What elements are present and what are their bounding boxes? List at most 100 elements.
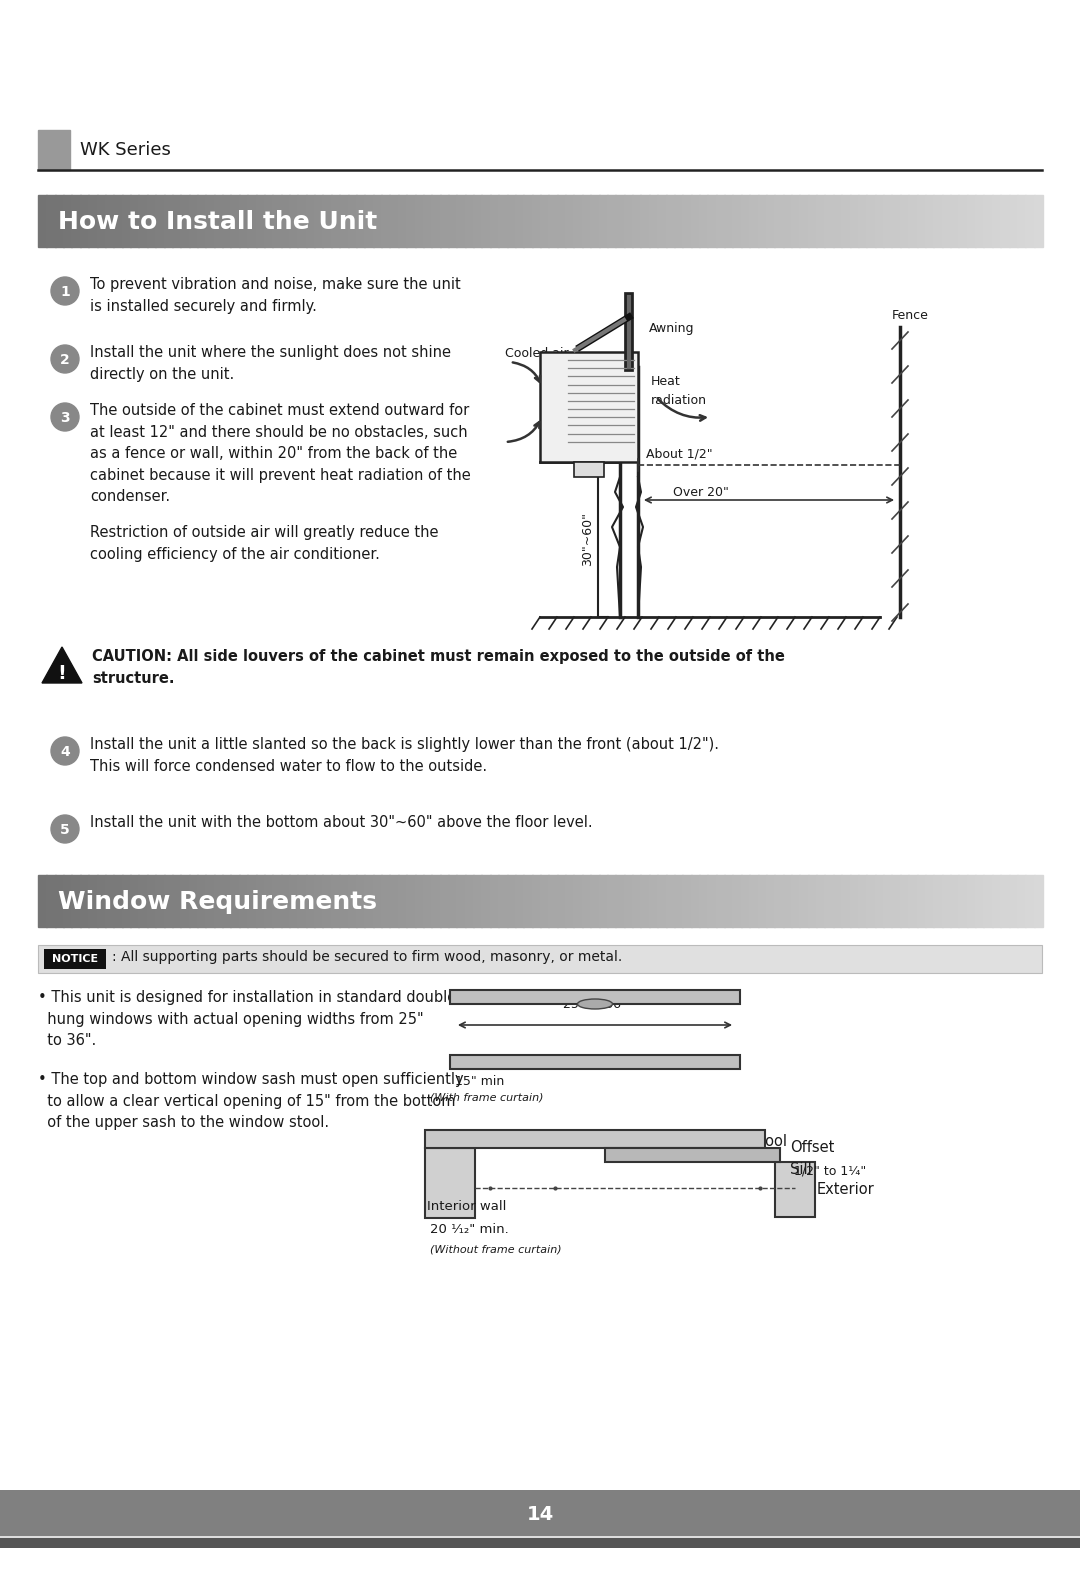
Bar (105, 195, 114, 247)
Bar (841, 195, 851, 247)
Bar (891, 875, 901, 928)
Bar (933, 195, 943, 247)
Bar (1034, 195, 1043, 247)
Bar (556, 195, 566, 247)
Bar (774, 875, 784, 928)
Text: Window Requirements: Window Requirements (58, 890, 377, 913)
Bar (716, 195, 725, 247)
Bar (306, 195, 315, 247)
Bar (841, 875, 851, 928)
Bar (289, 875, 298, 928)
Bar (339, 195, 349, 247)
Bar (38, 130, 70, 169)
Bar (46, 195, 56, 247)
Bar (950, 195, 959, 247)
Bar (657, 195, 666, 247)
Bar (448, 875, 457, 928)
Bar (674, 195, 684, 247)
Bar (850, 875, 859, 928)
Text: Fence: Fence (892, 309, 929, 321)
Bar (900, 875, 909, 928)
Bar (356, 875, 365, 928)
Bar (464, 875, 474, 928)
Bar (808, 875, 818, 928)
Bar (908, 875, 918, 928)
Bar (565, 875, 575, 928)
Bar (582, 195, 591, 247)
Bar (55, 195, 64, 247)
Bar (364, 195, 374, 247)
Text: : All supporting parts should be secured to firm wood, masonry, or metal.: : All supporting parts should be secured… (112, 950, 622, 964)
Bar (590, 875, 599, 928)
Bar (649, 195, 658, 247)
Bar (958, 875, 968, 928)
Text: CAUTION: All side louvers of the cabinet must remain exposed to the outside of t: CAUTION: All side louvers of the cabinet… (92, 649, 785, 685)
Bar (549, 195, 557, 247)
Bar (80, 875, 90, 928)
Bar (690, 195, 700, 247)
Bar (130, 875, 139, 928)
Bar (665, 195, 675, 247)
Bar (390, 875, 399, 928)
Text: 25" to 36": 25" to 36" (563, 997, 626, 1012)
Bar (724, 195, 733, 247)
Bar (0, 1490, 1080, 1548)
Text: Heat
radiation: Heat radiation (651, 375, 707, 407)
Polygon shape (42, 647, 82, 682)
Bar (917, 195, 926, 247)
Bar (448, 195, 457, 247)
Bar (473, 195, 483, 247)
Text: 1/2" to 1¹⁄₄": 1/2" to 1¹⁄₄" (794, 1164, 866, 1178)
Text: • This unit is designed for installation in standard double
  hung windows with : • This unit is designed for installation… (38, 989, 456, 1048)
Bar (1000, 875, 1010, 928)
Bar (808, 195, 818, 247)
Text: To prevent vibration and noise, make sure the unit
is installed securely and fir: To prevent vibration and noise, make sur… (90, 277, 461, 313)
Bar (426, 1148, 475, 1217)
Bar (256, 195, 265, 247)
Bar (799, 875, 809, 928)
Bar (63, 195, 72, 247)
Text: (Without frame curtain): (Without frame curtain) (430, 1244, 562, 1255)
Bar (339, 875, 349, 928)
Bar (1017, 875, 1026, 928)
Bar (180, 875, 190, 928)
Text: Install the unit a little slanted so the back is slightly lower than the front (: Install the unit a little slanted so the… (90, 738, 719, 774)
Text: WK Series: WK Series (80, 141, 171, 158)
Bar (824, 875, 834, 928)
Bar (222, 875, 231, 928)
Bar (917, 875, 926, 928)
Bar (281, 875, 291, 928)
Bar (44, 948, 106, 969)
Bar (741, 195, 751, 247)
Bar (431, 875, 441, 928)
Bar (189, 875, 198, 928)
Bar (482, 875, 490, 928)
Bar (46, 875, 56, 928)
Bar (674, 875, 684, 928)
Bar (924, 875, 934, 928)
Bar (531, 875, 541, 928)
Bar (1000, 195, 1010, 247)
Bar (824, 195, 834, 247)
Bar (858, 195, 867, 247)
Bar (163, 875, 173, 928)
Bar (524, 195, 532, 247)
Bar (138, 195, 148, 247)
Bar (105, 875, 114, 928)
Bar (783, 875, 792, 928)
Bar (71, 195, 81, 247)
Bar (556, 875, 566, 928)
Text: About 1/2": About 1/2" (646, 446, 713, 461)
Bar (507, 875, 516, 928)
Bar (1025, 195, 1035, 247)
Bar (775, 1162, 815, 1217)
Bar (464, 195, 474, 247)
Bar (323, 875, 332, 928)
Bar (373, 875, 382, 928)
Bar (875, 195, 885, 247)
Bar (431, 195, 441, 247)
Bar (816, 875, 825, 928)
Bar (356, 195, 365, 247)
Bar (239, 875, 248, 928)
Bar (406, 875, 416, 928)
